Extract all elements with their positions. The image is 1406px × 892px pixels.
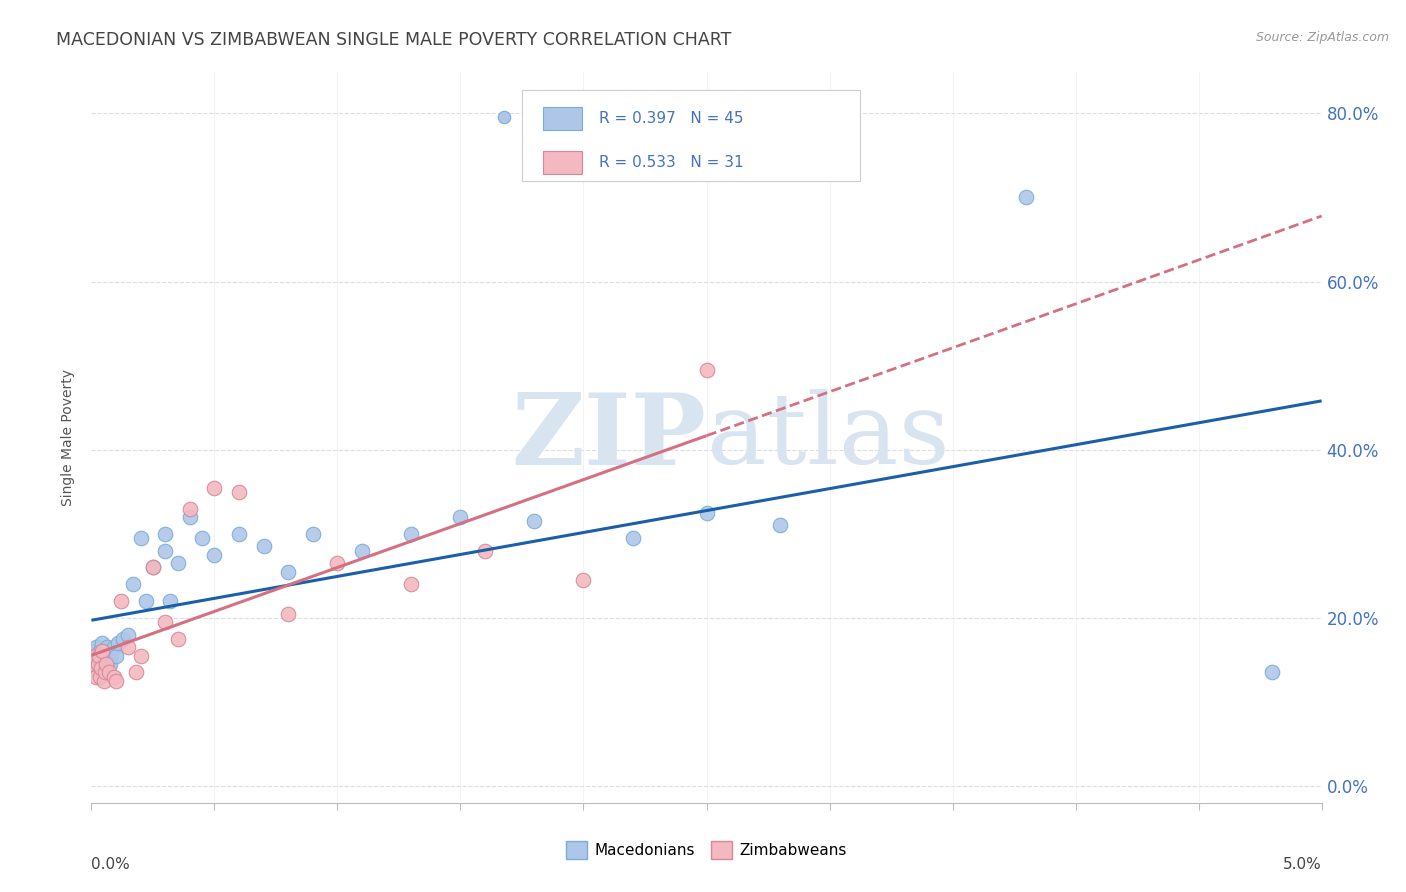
Point	[153, 543, 177, 558]
Point	[86, 670, 108, 684]
Point	[89, 644, 111, 658]
Point	[91, 636, 114, 650]
Point	[96, 640, 118, 655]
Point	[696, 363, 718, 377]
Point	[153, 526, 177, 541]
FancyBboxPatch shape	[543, 151, 582, 174]
Point	[159, 594, 181, 608]
Point	[96, 657, 117, 671]
Point	[86, 640, 108, 655]
Point	[153, 615, 177, 629]
Point	[84, 661, 107, 675]
Point	[135, 594, 156, 608]
Point	[112, 632, 135, 646]
Point	[105, 673, 127, 688]
Point	[90, 648, 112, 663]
Point	[82, 661, 104, 675]
FancyBboxPatch shape	[543, 107, 582, 130]
Y-axis label: Single Male Poverty: Single Male Poverty	[62, 368, 76, 506]
Text: R = 0.533   N = 31: R = 0.533 N = 31	[599, 155, 744, 169]
Point	[179, 510, 201, 524]
Point	[83, 644, 105, 658]
Point	[1015, 190, 1038, 204]
Point	[301, 526, 323, 541]
Text: 5.0%: 5.0%	[1282, 857, 1322, 872]
Point	[277, 565, 299, 579]
Point	[142, 560, 165, 574]
Point	[86, 657, 108, 671]
Point	[523, 514, 546, 528]
Point	[277, 607, 299, 621]
Point	[96, 644, 117, 658]
Point	[122, 577, 145, 591]
Point	[97, 665, 120, 680]
Text: ZIP: ZIP	[512, 389, 706, 485]
Point	[492, 111, 515, 125]
Point	[110, 594, 132, 608]
Point	[399, 577, 422, 591]
Point	[124, 665, 148, 680]
Point	[98, 657, 121, 671]
Point	[83, 657, 105, 671]
Point	[350, 543, 373, 558]
Point	[202, 481, 225, 495]
Point	[103, 640, 125, 655]
Legend: Macedonians, Zimbabweans: Macedonians, Zimbabweans	[560, 835, 853, 864]
Point	[84, 648, 107, 663]
Point	[191, 531, 214, 545]
Point	[117, 627, 139, 641]
Point	[89, 670, 111, 684]
Point	[86, 657, 108, 671]
Point	[93, 657, 115, 671]
Point	[572, 573, 595, 587]
Point	[103, 670, 125, 684]
Point	[166, 556, 188, 570]
Point	[769, 518, 792, 533]
Point	[202, 548, 225, 562]
Point	[399, 526, 422, 541]
Point	[621, 531, 644, 545]
Point	[94, 665, 117, 680]
Point	[253, 540, 276, 554]
Point	[696, 506, 718, 520]
Point	[87, 653, 110, 667]
Point	[228, 526, 250, 541]
Point	[107, 636, 129, 650]
Point	[326, 556, 349, 570]
Point	[179, 501, 201, 516]
Point	[94, 648, 117, 663]
Point	[166, 632, 188, 646]
Point	[91, 644, 114, 658]
Point	[90, 661, 112, 675]
Text: 0.0%: 0.0%	[91, 857, 131, 872]
Point	[1261, 665, 1284, 680]
Point	[87, 648, 110, 663]
Point	[449, 510, 471, 524]
Point	[97, 653, 120, 667]
Point	[129, 648, 152, 663]
Point	[228, 484, 250, 499]
FancyBboxPatch shape	[522, 90, 860, 181]
Point	[129, 531, 152, 545]
Text: atlas: atlas	[706, 389, 949, 485]
Point	[82, 648, 104, 663]
Point	[105, 648, 127, 663]
Point	[474, 543, 496, 558]
Point	[100, 648, 122, 663]
Point	[93, 673, 115, 688]
Text: MACEDONIAN VS ZIMBABWEAN SINGLE MALE POVERTY CORRELATION CHART: MACEDONIAN VS ZIMBABWEAN SINGLE MALE POV…	[56, 31, 731, 49]
Point	[142, 560, 165, 574]
Point	[117, 640, 139, 655]
Text: Source: ZipAtlas.com: Source: ZipAtlas.com	[1256, 31, 1389, 45]
Text: R = 0.397   N = 45: R = 0.397 N = 45	[599, 111, 744, 126]
